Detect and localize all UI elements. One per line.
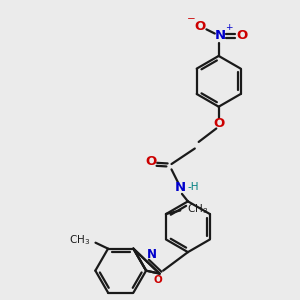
Text: CH$_3$: CH$_3$ <box>69 233 90 247</box>
Text: N: N <box>214 29 226 42</box>
Text: N: N <box>146 248 157 261</box>
Text: -H: -H <box>187 182 199 192</box>
Text: O: O <box>194 20 206 34</box>
Text: O: O <box>236 29 247 42</box>
Text: −: − <box>187 14 195 24</box>
Text: CH$_3$: CH$_3$ <box>187 203 208 217</box>
Text: O: O <box>145 155 156 168</box>
Text: +: + <box>225 23 232 32</box>
Text: O: O <box>213 117 224 130</box>
Text: N: N <box>175 182 186 194</box>
Text: O: O <box>153 275 162 285</box>
